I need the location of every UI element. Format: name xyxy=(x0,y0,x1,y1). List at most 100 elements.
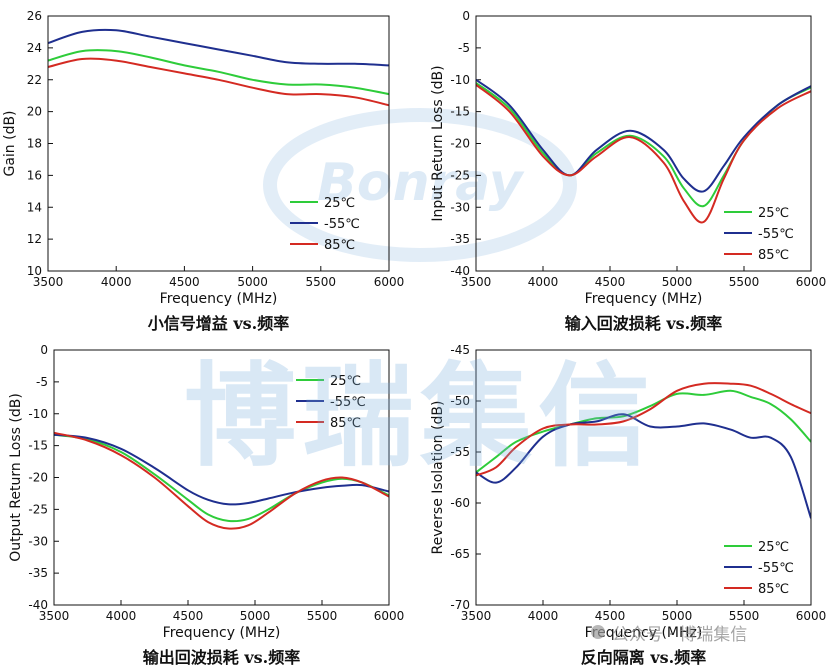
x-tick-label: 4000 xyxy=(528,275,559,289)
bonray-logo: Bonray xyxy=(263,108,577,262)
plot-frame xyxy=(47,15,390,272)
x-axis-label: Frequency (MHz) xyxy=(160,291,278,307)
x-tick-label: 4000 xyxy=(106,609,137,623)
x-tick-label: 6000 xyxy=(374,609,405,623)
wechat-account-badge: 公众号 · 博瑞集信 xyxy=(591,625,747,645)
x-tick-label: 4500 xyxy=(169,275,200,289)
y-tick-label: -20 xyxy=(450,137,470,151)
chart-panel-1: 3500 4000 4500 5000 5500 6000 10 12 14 16 18 20 22 24… xyxy=(2,9,404,333)
series-line-85℃ xyxy=(48,57,389,107)
y-tick-label: -5 xyxy=(458,41,470,55)
x-tick-label: 3500 xyxy=(33,275,64,289)
legend-label: -55℃ xyxy=(330,395,366,410)
y-tick-label: -25 xyxy=(450,168,470,182)
x-tick-label: 5500 xyxy=(307,609,338,623)
watermark-text: 博瑞集信 xyxy=(184,352,656,482)
plot-frame xyxy=(475,349,812,606)
x-axis-label: Frequency (MHz) xyxy=(585,291,703,307)
legend-label: 25℃ xyxy=(758,206,789,221)
x-tick-label: 5500 xyxy=(729,275,760,289)
y-axis-label: Input Return Loss (dB) xyxy=(430,65,446,221)
x-tick-label: 5000 xyxy=(662,609,693,623)
y-tick-label: -10 xyxy=(450,73,470,87)
y-axis-label: Gain (dB) xyxy=(2,110,18,176)
y-tick-label: -60 xyxy=(450,496,470,510)
series-line-25℃ xyxy=(48,49,389,96)
legend-label: -55℃ xyxy=(758,561,794,576)
y-tick-label: 12 xyxy=(27,232,42,246)
x-tick-label: 4500 xyxy=(595,275,626,289)
y-tick-label: 14 xyxy=(27,200,42,214)
x-tick-label: 3500 xyxy=(461,609,492,623)
y-tick-label: 22 xyxy=(27,73,42,87)
x-tick-label: 6000 xyxy=(796,609,827,623)
legend-label: 25℃ xyxy=(758,540,789,555)
x-tick-label: 5000 xyxy=(237,275,268,289)
chart-panel-4: 3500 4000 4500 5000 5500 6000 -45 -50 -55 -60 -65 -… xyxy=(430,343,826,667)
y-tick-label: -35 xyxy=(450,232,470,246)
series-line--55℃ xyxy=(476,78,811,193)
series-line--55℃ xyxy=(476,413,811,519)
series-line--55℃ xyxy=(54,433,389,506)
legend-label: 85℃ xyxy=(758,248,789,263)
y-tick-label: -15 xyxy=(450,105,470,119)
y-tick-label: 24 xyxy=(27,41,42,55)
chart-panel-3: 3500 4000 4500 5000 5500 6000 0 -5 -10 -15 -20 -25 -… xyxy=(8,343,404,667)
wechat-account-text: 公众号 · 博瑞集信 xyxy=(612,625,747,645)
x-axis-label: Frequency (MHz) xyxy=(163,625,281,641)
y-tick-label: -30 xyxy=(28,534,48,548)
x-tick-label: 5500 xyxy=(306,275,337,289)
x-tick-label: 5500 xyxy=(729,609,760,623)
series-line-85℃ xyxy=(54,431,389,530)
y-tick-label: 18 xyxy=(27,137,42,151)
y-tick-label: -20 xyxy=(28,471,48,485)
chart-caption: 小信号增益 vs.频率 xyxy=(148,314,289,333)
chart-caption: 输出回波损耗 vs.频率 xyxy=(143,648,300,667)
chart-panel-2: 3500 4000 4500 5000 5500 6000 0 -5 -10 -15 -20 -25 -… xyxy=(430,9,826,333)
y-tick-label: 0 xyxy=(462,9,470,23)
legend-label: -55℃ xyxy=(324,217,360,232)
legend-label: 25℃ xyxy=(324,196,355,211)
y-tick-label: -65 xyxy=(450,547,470,561)
x-axis-label: Frequency (MHz) xyxy=(585,625,703,641)
y-tick-label: 16 xyxy=(27,168,42,182)
y-tick-label: -10 xyxy=(28,407,48,421)
y-tick-label: 20 xyxy=(27,105,42,119)
y-tick-label: -30 xyxy=(450,200,470,214)
x-tick-label: 4000 xyxy=(528,609,559,623)
y-axis-label: Output Return Loss (dB) xyxy=(8,393,24,562)
watermark-overlay: 博瑞集信 公众号 · 博瑞集信 xyxy=(184,352,747,645)
legend-label: -55℃ xyxy=(758,227,794,242)
x-tick-label: 6000 xyxy=(374,275,405,289)
series-line-25℃ xyxy=(54,433,389,523)
x-tick-label: 3500 xyxy=(461,275,492,289)
y-tick-label: -50 xyxy=(450,394,470,408)
legend-label: 85℃ xyxy=(758,582,789,597)
y-tick-label: -40 xyxy=(450,264,470,278)
y-tick-label: 26 xyxy=(27,9,42,23)
y-tick-label: 0 xyxy=(40,343,48,357)
y-axis-label: Reverse Isolation (dB) xyxy=(430,401,446,555)
y-tick-label: -15 xyxy=(28,439,48,453)
y-tick-label: -70 xyxy=(450,598,470,612)
watermark-layer: Bonray xyxy=(263,108,577,262)
legend-label: 25℃ xyxy=(330,374,361,389)
x-tick-label: 4500 xyxy=(595,609,626,623)
y-tick-label: -55 xyxy=(450,445,470,459)
series-line-25℃ xyxy=(476,82,811,208)
x-tick-label: 4000 xyxy=(101,275,132,289)
chart-caption: 输入回波损耗 vs.频率 xyxy=(565,314,722,333)
series-line-85℃ xyxy=(476,382,811,477)
plot-frame xyxy=(475,15,812,272)
y-tick-label: -5 xyxy=(36,375,48,389)
legend-label: 85℃ xyxy=(330,416,361,431)
y-tick-label: -25 xyxy=(28,502,48,516)
plot-frame xyxy=(53,349,390,606)
x-tick-label: 3500 xyxy=(39,609,70,623)
y-tick-label: -40 xyxy=(28,598,48,612)
y-tick-label: -45 xyxy=(450,343,470,357)
x-tick-label: 4500 xyxy=(173,609,204,623)
series-line--55℃ xyxy=(48,28,389,67)
y-tick-label: 10 xyxy=(27,264,42,278)
